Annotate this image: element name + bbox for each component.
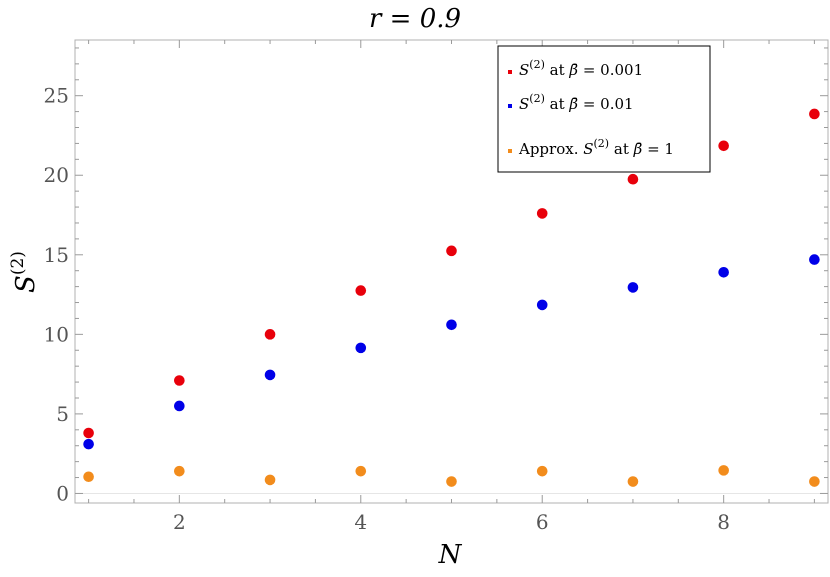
chart-title-text: r = 0.9 <box>369 4 461 34</box>
legend-marker <box>508 70 512 74</box>
series-1-point <box>174 375 185 386</box>
x-axis-label: N <box>438 540 463 570</box>
series-1-point <box>446 245 457 257</box>
y-tick-label: 5 <box>56 402 69 426</box>
x-tick-label: 6 <box>536 510 549 534</box>
series-2-point <box>536 299 548 311</box>
series-3-point <box>536 465 548 477</box>
series-1-point <box>355 285 367 296</box>
series-3-point <box>718 465 729 476</box>
y-axis-label-text: S(2) <box>8 251 41 293</box>
series-3-point <box>83 471 94 483</box>
y-tick-label: 15 <box>44 243 69 267</box>
series-3-point <box>174 465 185 477</box>
legend-marker <box>508 149 512 153</box>
series-2-point <box>718 266 729 278</box>
x-tick-label: 4 <box>354 510 367 534</box>
legend-entry-3: Approx. S(2) at β̄ = 1 <box>518 137 674 158</box>
series-2-point <box>174 400 185 412</box>
legend-entry-1: S(2) at β̄ = 0.001 <box>519 58 643 79</box>
series-1-point <box>536 208 548 219</box>
series-1-point <box>264 329 276 340</box>
x-tick-label: 8 <box>717 510 730 534</box>
series-3-point <box>446 476 457 487</box>
axis-ticks: 2 4 6 8 0 5 10 15 20 25 <box>44 40 828 534</box>
y-axis-label: S(2) <box>8 251 41 293</box>
legend-box <box>497 45 711 173</box>
series-1-point <box>83 427 94 439</box>
series-2-point <box>809 254 820 265</box>
y-tick-label: 0 <box>56 481 69 505</box>
series-3-point <box>809 476 820 487</box>
series-3-point <box>355 465 367 477</box>
plot-frame <box>74 39 829 504</box>
legend: S(2) at β̄ = 0.001 S(2) at β̄ = 0.01 Appro… <box>497 45 711 173</box>
series-1-point <box>718 140 729 152</box>
x-axis-label-text: N <box>438 540 463 570</box>
series-2-point <box>627 282 639 293</box>
series-2-point <box>355 342 367 354</box>
series-2-point <box>446 319 457 331</box>
series-1-point <box>627 173 639 185</box>
series-3-point <box>264 474 276 486</box>
series-1-point <box>809 108 820 120</box>
series-3-point <box>627 476 639 487</box>
data-points <box>83 108 820 487</box>
legend-marker <box>508 104 512 108</box>
y-tick-label: 25 <box>44 84 69 108</box>
legend-entry-2: S(2) at β̄ = 0.01 <box>519 92 634 113</box>
chart-title: r = 0.9 <box>369 4 461 34</box>
y-tick-label: 20 <box>44 163 69 187</box>
series-2-point <box>264 369 276 381</box>
x-tick-label: 2 <box>173 510 186 534</box>
y-tick-label: 10 <box>44 322 69 346</box>
series-2-point <box>83 438 94 450</box>
